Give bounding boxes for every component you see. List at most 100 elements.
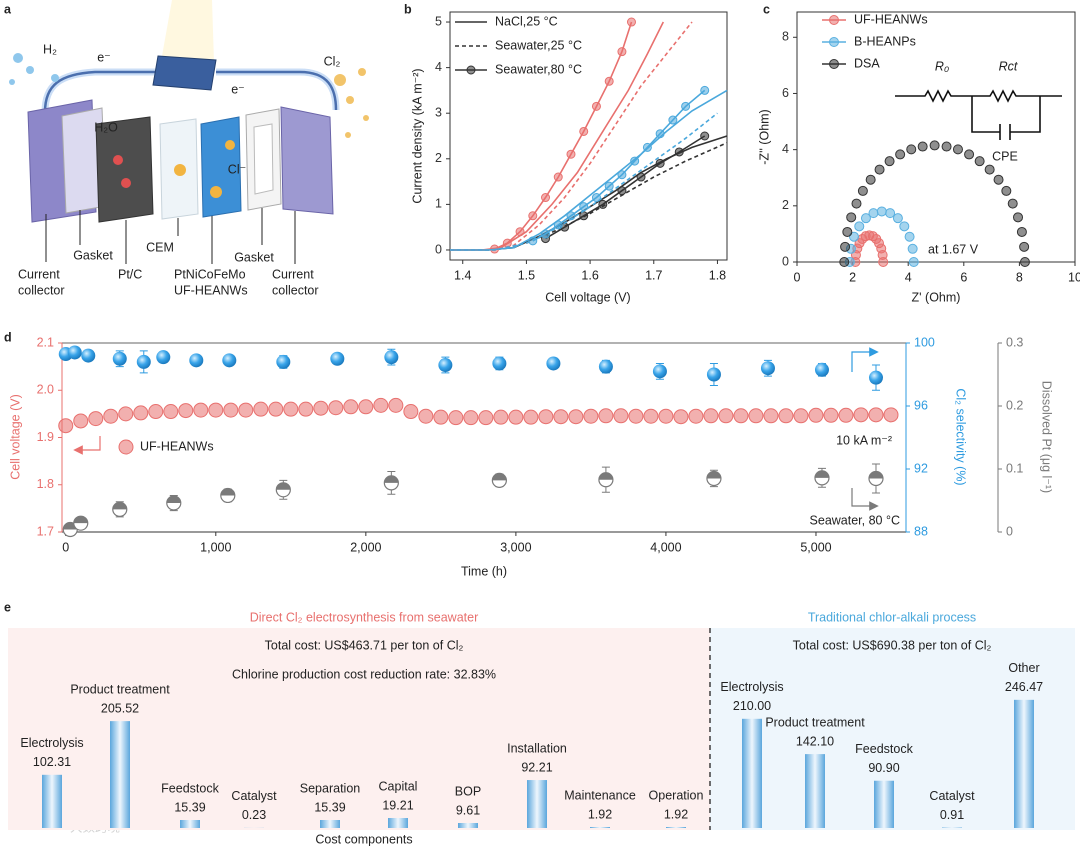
y-tick-label: 0 [435,242,442,256]
marker [515,227,525,237]
marker [136,354,151,369]
series-line [494,21,633,250]
marker [598,408,614,424]
category-label: Electrolysis [720,680,783,694]
marker [814,470,830,486]
marker [652,364,667,379]
marker [148,404,164,420]
series-line [450,142,728,251]
marker [974,156,985,167]
value-label: 246.47 [1005,680,1043,694]
marker [328,400,344,416]
marker [655,129,665,139]
y-tick-label: 6 [782,86,789,100]
value-label: 15.39 [174,800,205,814]
caption: collector [18,283,65,297]
y-tick-label: 0.3 [1006,335,1023,349]
caption: collector [272,283,319,297]
marker [706,470,722,487]
leader-lines [45,208,296,264]
marker [591,101,601,111]
marker [189,353,204,368]
series-line [450,21,665,251]
x-tick-label: 10 [1068,270,1080,284]
y-tick-label: 0 [782,254,789,268]
marker [908,257,919,267]
marker [613,408,629,424]
bar [590,827,610,828]
caption: UF-HEANWs [174,283,248,297]
marker [223,402,239,418]
marker [133,405,149,421]
marker [178,403,194,419]
marker [275,482,291,498]
panel-label: c [763,2,770,16]
marker [343,399,359,415]
category-label: Installation [507,741,567,755]
category-label: Other [1008,661,1039,675]
caption: Current [18,267,60,281]
y-tick-label: 0 [1006,524,1013,538]
marker [838,407,854,423]
diagram-label: Cl⁻ [228,162,246,176]
x-tick-label: 1.5 [518,268,535,282]
marker [1019,257,1030,267]
marker [330,351,345,366]
marker [904,231,915,242]
value-label: 102.31 [33,755,71,769]
marker [840,241,851,252]
marker [502,238,512,248]
marker [884,156,895,167]
marker-fill [166,496,181,504]
y-tick-label: 100 [914,335,935,349]
marker [418,408,434,424]
y-tick-label: 2.0 [37,383,54,397]
marker [67,345,82,360]
bubble [358,68,366,76]
marker [617,186,627,196]
marker [598,359,613,374]
marker [793,408,809,424]
panel-label: a [4,2,12,16]
marker [883,407,899,423]
light-beam [162,0,214,62]
marker [156,350,171,365]
x-tick-label: 1.6 [581,268,598,282]
x-tick-label: 2,000 [350,540,381,554]
marker [829,59,839,69]
bar [666,827,686,828]
y-tick-label: 0.1 [1006,461,1023,475]
marker [383,475,399,491]
panel-label: b [404,2,412,16]
marker [193,402,209,418]
bar [458,823,478,828]
y-tick-label: 4 [435,60,442,74]
marker [674,147,684,157]
x-axis-label: Cost components [315,832,412,846]
marker [491,472,507,488]
y-axis-label: Current density (kA m⁻²) [410,68,424,203]
marker [466,65,476,75]
marker-fill [112,502,127,510]
solar-panel [152,55,217,91]
marker [208,402,224,418]
marker [899,221,910,232]
value-label: 210.00 [733,699,771,713]
diagram-label: CEM [146,240,174,254]
caption: Current [272,267,314,281]
y-axis-label: Dissolved Pt (μg l⁻¹) [1040,381,1054,493]
bar [742,718,762,828]
marker-fill [706,471,721,479]
x-tick-label: 4 [905,270,912,284]
pt-c-layer [95,116,154,223]
bubble [13,53,23,63]
legend-label: NaCl,25 °C [495,14,558,28]
marker [388,397,404,413]
marker [220,487,236,504]
marker [528,211,538,221]
marker [941,141,952,152]
y-axis-label: -Z'' (Ohm) [757,109,771,164]
value-label: 19.21 [382,798,413,812]
bubble [346,96,354,104]
